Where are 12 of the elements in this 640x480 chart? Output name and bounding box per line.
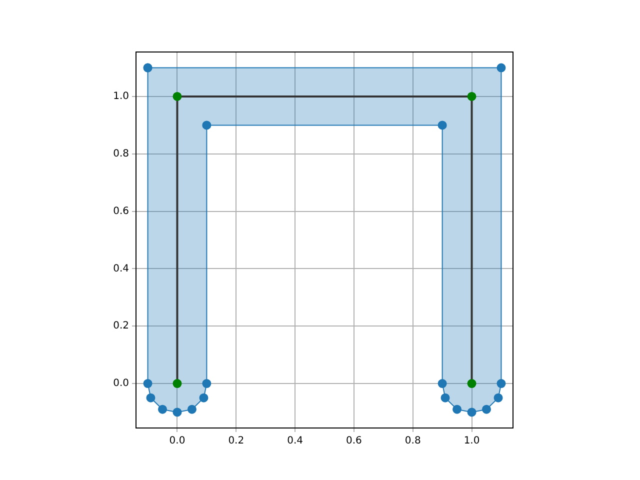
x-tick-label: 1.0 xyxy=(464,436,480,447)
y-tick-label: 0.6 xyxy=(113,206,129,217)
y-tick-label: 0.2 xyxy=(113,320,129,332)
y-tick-label: 0.0 xyxy=(113,378,129,390)
y-tick-label: 0.4 xyxy=(113,263,129,274)
y-tick-label: 0.8 xyxy=(113,148,129,160)
y-tick-label: 1.0 xyxy=(113,91,129,102)
x-tick-label: 0.2 xyxy=(228,436,244,447)
x-tick-label: 0.4 xyxy=(287,436,303,447)
x-tick-label: 0.6 xyxy=(346,436,362,447)
x-tick-label: 0.0 xyxy=(169,436,186,447)
x-tick-label: 0.8 xyxy=(404,436,421,447)
